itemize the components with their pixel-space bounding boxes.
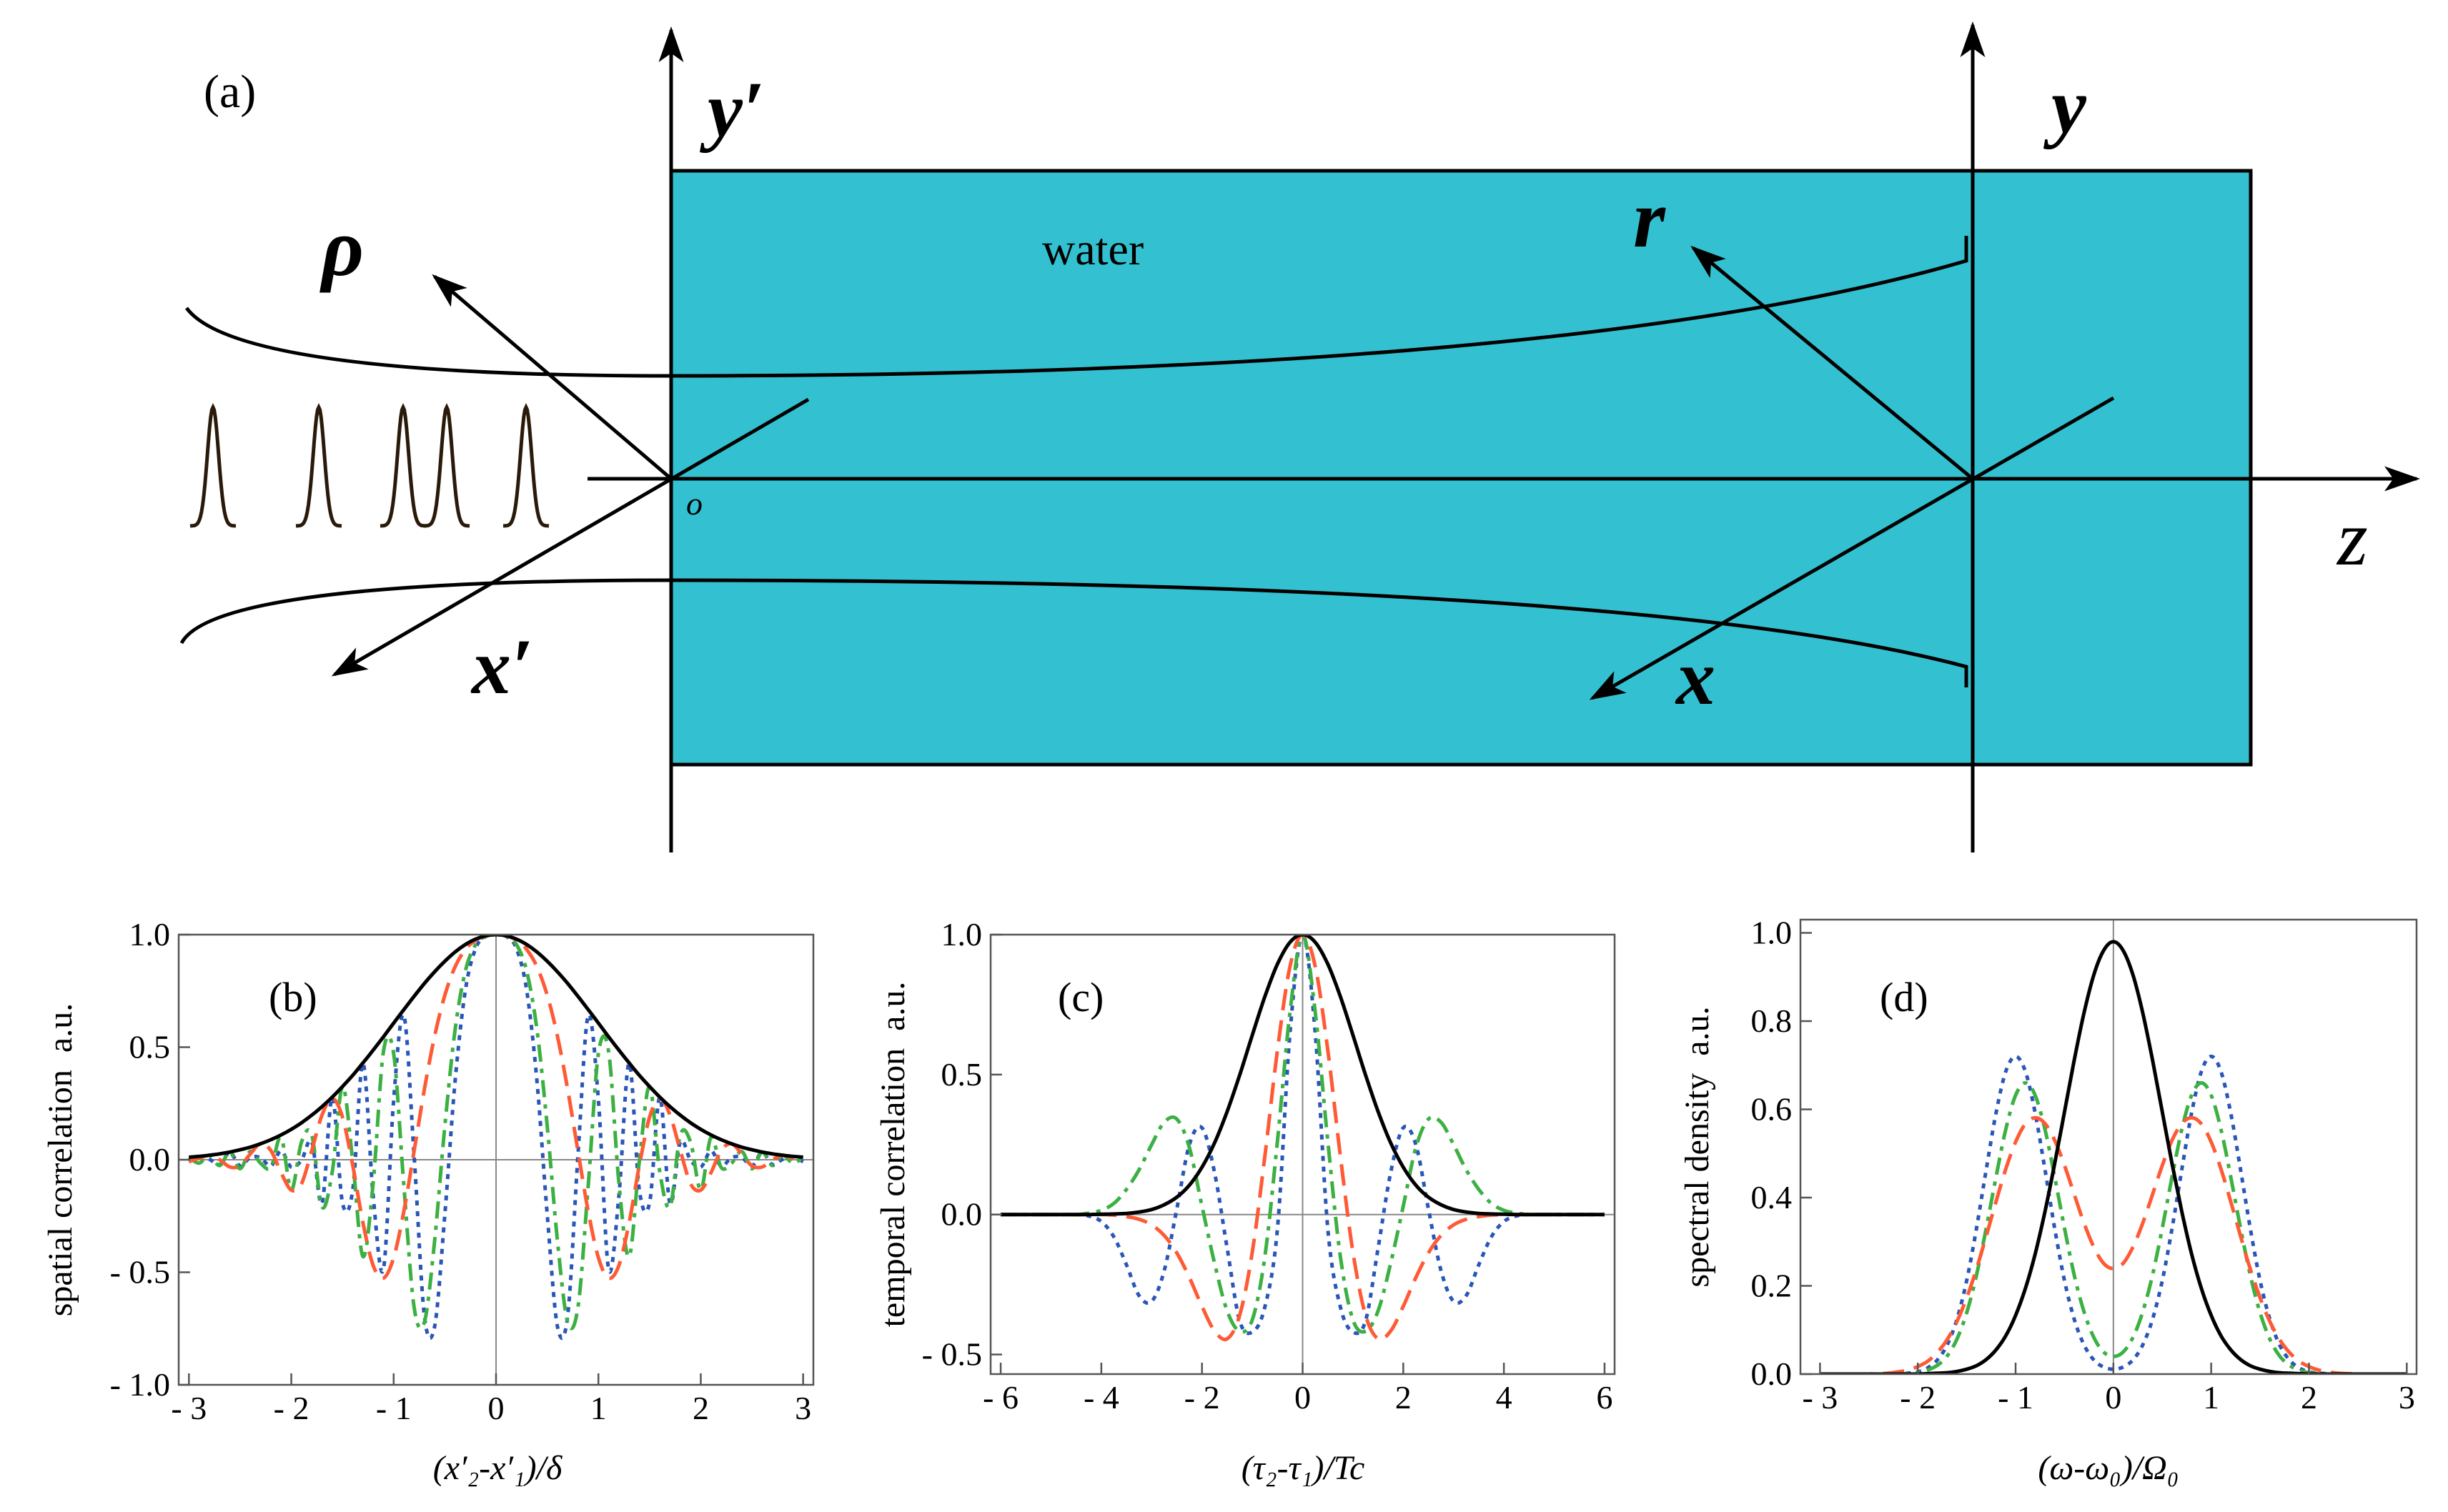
vector-label: ρ	[319, 202, 364, 293]
curve	[189, 935, 803, 1159]
y-tick-label: 0.0	[941, 1196, 983, 1233]
panel-label: (d)	[1880, 974, 1928, 1020]
x-tick-label: - 1	[376, 1390, 412, 1426]
x-tick-label: 6	[1596, 1379, 1612, 1416]
x-tick-label: - 2	[1184, 1379, 1220, 1416]
x-tick-label: - 6	[983, 1379, 1019, 1416]
x-tick-label: - 4	[1084, 1379, 1119, 1416]
x-tick-label: 2	[1395, 1379, 1412, 1416]
y-axis-title: spatial correlation a.u.	[41, 1003, 79, 1317]
y-tick-label: 1.0	[129, 916, 171, 953]
axis-label: y′	[699, 66, 765, 153]
beam-upper-edge	[184, 236, 1968, 378]
chart-panel: - 3 - 2 - 1 0 1 2 3 0.0 0.2 0.4 0.6 0.8 1.0 (ω-ω₀)/Ω₀…	[1678, 915, 2418, 1487]
plot-area	[187, 935, 805, 1341]
curve	[1820, 1054, 2407, 1374]
x-axis-title: (x′₂-x′₁)/δ	[433, 1449, 563, 1487]
curve	[188, 935, 804, 1280]
pulse	[423, 402, 470, 528]
y-tick-label: 0.5	[129, 1029, 171, 1065]
curve	[1001, 935, 1605, 1336]
x-tick-label: - 1	[1998, 1379, 2033, 1416]
y-tick-label: - 1.0	[110, 1366, 170, 1403]
origin-label: o	[686, 485, 703, 522]
x-prime-axis	[331, 397, 810, 677]
x-axis-title: (ω-ω₀)/Ω₀	[2038, 1449, 2179, 1487]
y-tick-label: 0.6	[1751, 1091, 1793, 1128]
x-tick-label: 2	[2301, 1379, 2317, 1416]
y-axis-title: spectral density a.u.	[1678, 1006, 1716, 1287]
y-axis-title: temporal correlation a.u.	[874, 982, 912, 1328]
axis-label: x	[1675, 634, 1715, 721]
curve	[1001, 935, 1605, 1217]
pulse-train	[189, 402, 550, 528]
x-tick-label: - 3	[1802, 1379, 1838, 1416]
y-tick-label: 0.0	[129, 1141, 171, 1178]
y-tick-label: 1.0	[941, 916, 983, 953]
chart-panel: - 6 - 4 - 2 0 2 4 6 - 0.5 0.0 0.5 1.0 (τ₂-τ₁)/Tc tem…	[874, 916, 1616, 1487]
vector-label: r	[1633, 174, 1666, 264]
curve	[187, 935, 805, 1331]
rho-vector	[432, 274, 673, 480]
pulse	[380, 402, 427, 528]
panel-label: (a)	[204, 66, 256, 118]
beam-lower-edge	[179, 578, 1968, 687]
water-medium	[669, 169, 2253, 767]
y-tick-label: - 0.5	[110, 1254, 170, 1290]
medium-label: water	[1042, 224, 1144, 274]
panel-label: (b)	[269, 974, 317, 1020]
r-vector	[1690, 245, 1974, 480]
x-tick-label: - 3	[171, 1390, 207, 1426]
x-tick-label: 0	[1294, 1379, 1311, 1416]
x-tick-label: - 2	[274, 1390, 309, 1426]
x-tick-label: 0	[488, 1390, 505, 1426]
x-tick-label: - 2	[1900, 1379, 1936, 1416]
x-tick-label: 1	[2203, 1379, 2219, 1416]
panel-label: (c)	[1058, 974, 1104, 1020]
x-tick-label: 4	[1496, 1379, 1512, 1416]
pulse	[502, 402, 550, 528]
axis-label: y	[2043, 62, 2087, 149]
y-tick-label: - 0.5	[922, 1336, 982, 1373]
y-tick-label: 0.2	[1751, 1268, 1793, 1304]
x-tick-label: 2	[693, 1390, 709, 1426]
y-tick-label: 0.8	[1751, 1003, 1793, 1039]
x-tick-label: 3	[795, 1390, 811, 1426]
x-axis	[1589, 396, 2115, 700]
x-axis-title: (τ₂-τ₁)/Tc	[1242, 1449, 1365, 1487]
y-tick-label: 0.5	[941, 1056, 983, 1093]
x-tick-label: 0	[2105, 1379, 2121, 1416]
axis-label: z	[2336, 494, 2368, 582]
plot-area	[1001, 935, 1605, 1342]
x-tick-label: 1	[590, 1390, 607, 1426]
curve	[1001, 935, 1605, 1334]
y-tick-label: 1.0	[1751, 915, 1793, 951]
diagram-a: (a) y′ y z x′ x ρ r o water	[179, 21, 2420, 852]
pulse	[189, 402, 237, 528]
plot-frame	[1799, 918, 2418, 1376]
x-tick-label: 3	[2399, 1379, 2415, 1416]
y-tick-label: 0.4	[1751, 1179, 1793, 1215]
y-tick-label: 0.0	[1751, 1356, 1793, 1392]
chart-panel: - 3 - 2 - 1 0 1 2 3 - 1.0 - 0.5 0.0 0.5 1.0 (x′₂-x′₁…	[41, 916, 815, 1487]
pulse	[295, 402, 342, 528]
axis-label: x′	[470, 623, 533, 710]
